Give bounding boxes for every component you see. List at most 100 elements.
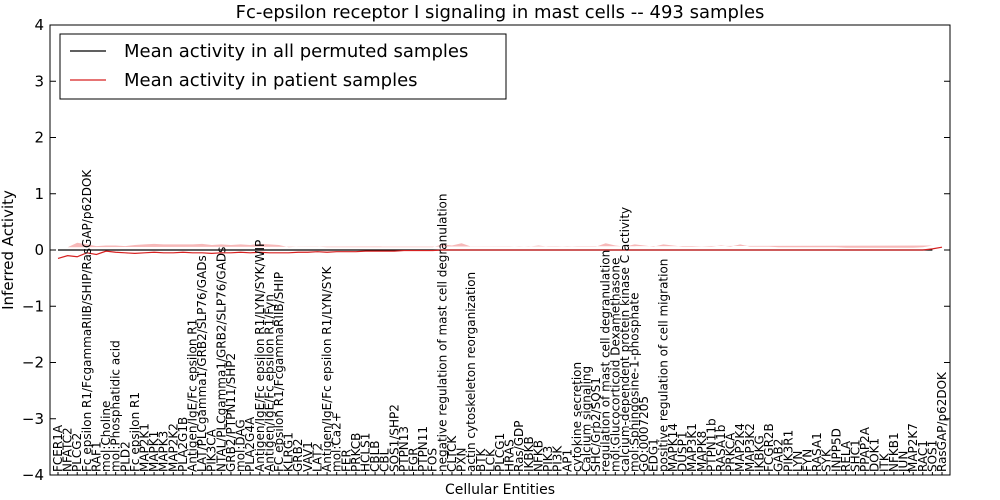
patient-line [57, 246, 943, 260]
x-tick-label: FCGR2B [762, 423, 776, 472]
x-tick-label: PIK3CA [205, 428, 219, 472]
x-tick-label: RELA [839, 440, 853, 472]
x-tick-label: LYN [791, 451, 805, 472]
x-tick-label: PTPN11 [416, 426, 430, 472]
x-tick-label: MAPK1 [147, 431, 161, 472]
x-tick-label: NFATC2 [61, 427, 75, 472]
x-tick-label: PIK3 [541, 446, 555, 472]
x-tick-label: EDG1 [647, 438, 661, 472]
x-tick-label: mol:DAG [234, 419, 248, 472]
x-tick-label: mol:Glucocorticoid Dexamethasone [608, 258, 622, 472]
x-tick-label: PLCG2 [70, 433, 84, 472]
x-tick-label: GAB2 [772, 439, 786, 472]
x-tick-label: RASA1b [714, 425, 728, 472]
x-tick-label: Calcium signaling [579, 366, 593, 472]
x-tick-label: RAF1 [89, 441, 103, 472]
x-tick-label: AP1 [560, 449, 574, 472]
x-tick-label: Antigen/IgE/Fc epsilon R1 [186, 319, 200, 472]
x-tick-label: PXN [455, 448, 469, 472]
x-tick-label: NFKB1 [887, 432, 901, 472]
x-tick-label: DOK1 [868, 438, 882, 472]
patient-band [58, 242, 933, 248]
x-tick-label: PIK3R1 [781, 430, 795, 472]
x-tick-label: positive regulation of cell migration [656, 259, 670, 472]
x-tick-label: SOS1 [925, 440, 939, 472]
x-tick-label: PLA2G1B [176, 417, 190, 472]
x-tick-label: mol:Phosphatidic acid [109, 340, 123, 472]
series-lines [57, 246, 943, 260]
x-tick-label: PRKCA [724, 432, 738, 472]
x-tick-label: FCER1A [51, 424, 65, 472]
x-tick-label: CLTCK [445, 435, 459, 472]
x-tick-label: VAV1 [301, 441, 315, 472]
y-tick-label: 3 [34, 72, 44, 90]
y-tick-label: −1 [22, 297, 44, 315]
x-tick-label: MAP2K7 [906, 423, 920, 472]
x-tick-label: PI3K [551, 445, 565, 472]
x-tick-label: LAT2 [310, 443, 324, 472]
x-tick-label: MAP3K2 [743, 423, 757, 472]
x-tick-label: PTPN13 [397, 426, 411, 472]
x-tick-label: IKBKB [522, 436, 536, 472]
legend-label-permuted: Mean activity in all permuted samples [124, 41, 468, 62]
x-tick-label: RASA1 [810, 432, 824, 472]
x-tick-label: CBL [378, 448, 392, 472]
x-tick-label: SHC1 [849, 439, 863, 472]
x-tick-label: mol:Ca2+ [330, 412, 344, 472]
x-tick-label: BTK [474, 447, 488, 472]
x-tick-label: MAPK3 [157, 431, 171, 472]
x-tick-label: mol:Sphingosine-1-phosphate [628, 293, 642, 473]
error-bands [58, 242, 933, 248]
x-tick-label: PTPN11b [704, 418, 718, 472]
x-tick-label: MAP2K4 [733, 423, 747, 472]
x-tick-label: INPP5D [829, 428, 843, 472]
legend-label-patient: Mean activity in patient samples [124, 70, 418, 91]
x-tick-label: MAP3K1 [685, 423, 699, 472]
x-tick-label: JUN [897, 451, 911, 473]
x-tick-label: NFKB [531, 440, 545, 472]
x-tick-label: MAPK8 [695, 431, 709, 472]
x-tick-label: PLD2 [118, 441, 132, 472]
x-tick-label: PRKCB [349, 433, 363, 472]
x-tick-label: Fc epsilon R1/FcgammaRIIB/SHIP/RasGAP/p6… [80, 169, 94, 472]
legend-box [59, 33, 507, 100]
x-tick-label: HRAS [503, 439, 517, 472]
x-tick-label: SOS1/SHP2 [387, 404, 401, 472]
x-tick-label: GO:0007205 [637, 396, 651, 472]
y-axis: −4 −3 −2 −1 0 1 2 3 4 [22, 16, 950, 484]
x-tick-label: regulation of mast cell degranulation [599, 250, 613, 472]
x-tick-label: Fc epsilon R1 [128, 392, 142, 472]
x-tick-label: GRB2 [291, 438, 305, 472]
x-tick-label: mol:Choline [99, 401, 113, 472]
x-tick-label: PLA2G4A [243, 416, 257, 472]
x-tick-label: LAT/PLCgamma1/GRB2/SLP76/GADs [195, 255, 209, 472]
x-tick-label: RasGAP/p62DOK [935, 371, 949, 472]
x-tick-label: calcium-dependent protein kinase C activ… [618, 207, 632, 472]
y-tick-label: 0 [34, 241, 44, 259]
x-tick-label: Antigen/IgE/Fc epsilon R1/LYN/SYK [320, 265, 334, 472]
y-axis-label: Inferred Activity [0, 190, 17, 310]
x-tick-label: SYK [820, 448, 834, 472]
x-tick-label: MAP2K2 [166, 423, 180, 472]
x-tick-label: cytokine secretion [570, 362, 584, 472]
x-tick-label: IKBKG [752, 435, 766, 472]
x-tick-label: DUSP1 [676, 431, 690, 472]
x-tick-label: CBLB [368, 440, 382, 472]
x-tick-label: LCK [483, 448, 497, 472]
y-tick-label: −4 [22, 466, 44, 484]
y-tick-label: 2 [34, 129, 44, 147]
x-tick-label: Antigen/IgE/Fc epsilon R1/LYN/SYK/WIP [253, 240, 267, 472]
x-tick-label: RAC1 [916, 440, 930, 472]
x-tick-label: FC epsilon R1/FcgammaRIIB/SHIP [272, 272, 286, 472]
y-tick-label: −3 [22, 410, 44, 428]
x-tick-label: MAPK14 [666, 423, 680, 472]
x-tick-label: Antigen/IgE/Fc epsilon R1/Fyn [262, 294, 276, 472]
y-tick-label: 1 [34, 185, 44, 203]
x-tick-label: FER [339, 449, 353, 472]
x-tick-label: MAP2K1 [137, 423, 151, 472]
x-tick-label: negative regulation of mast cell degranu… [435, 193, 449, 472]
x-tick-label: PPAP2A [858, 426, 872, 472]
x-axis-label: Cellular Entities [445, 482, 555, 498]
